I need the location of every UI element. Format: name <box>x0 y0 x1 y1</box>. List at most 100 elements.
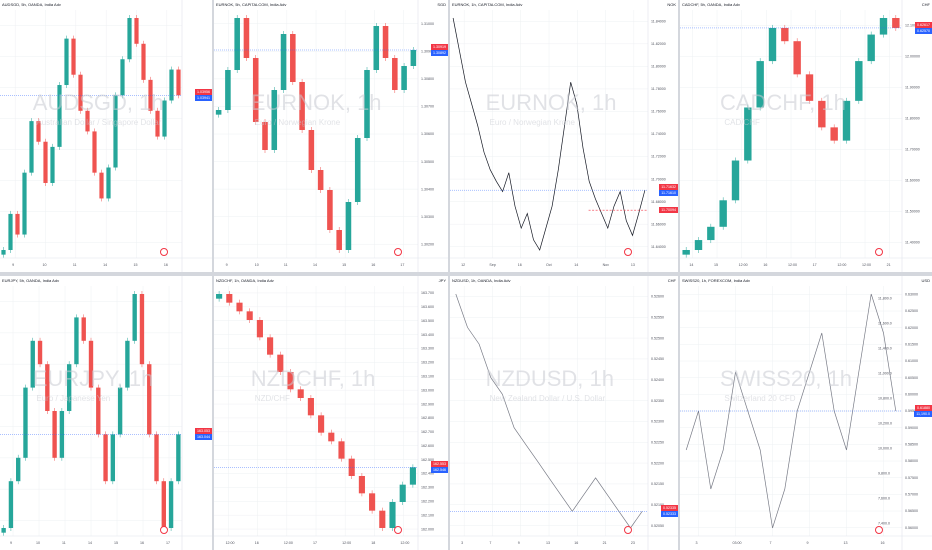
candle-body <box>805 74 814 101</box>
candle-body <box>855 61 863 101</box>
alert-icon[interactable] <box>160 526 169 534</box>
candle-body <box>168 481 174 528</box>
ask-price-tag: 0.62617 <box>915 21 932 28</box>
x-tick-label: 12:00 <box>342 541 351 545</box>
y-tick-label: 1.30600 <box>421 132 434 136</box>
candle-body <box>879 18 888 35</box>
candle-body <box>81 317 86 341</box>
chart-legend-title: EURNOK, 1h, CAPITALCOM, India Adv <box>452 2 523 7</box>
y-tick-label: 1.30900 <box>421 50 434 54</box>
alert-icon[interactable] <box>393 248 402 256</box>
candle-body <box>358 476 365 494</box>
x-tick-label: 16 <box>574 541 578 545</box>
y-tick-label: 0.58500 <box>905 443 918 447</box>
chart-legend-title: SWISS20, 1h, FOREXCOM, India Adv <box>682 278 751 283</box>
candle-body <box>246 311 253 320</box>
candle-body <box>236 302 243 312</box>
candle-body <box>364 70 370 138</box>
x-tick-label: 14 <box>574 263 578 267</box>
y-tick-label: 162.600 <box>421 444 434 448</box>
candle-body <box>731 160 740 201</box>
right-scale-label: 10,800.0 <box>878 397 892 401</box>
chart-panel-swiss20[interactable]: 0.63000 0.62500 0.62000 0.61500 0.61000 0.605… <box>680 276 932 550</box>
candle-body <box>348 458 355 476</box>
chart-legend-title: EURNOK, 5h, CAPITALCOM, India Adv <box>216 2 287 7</box>
candle-body <box>781 27 789 42</box>
candle-body <box>92 131 97 173</box>
ask-price-tag: 1.03956 <box>195 89 212 96</box>
candle-body <box>252 58 259 122</box>
y-tick-label: 163.200 <box>421 361 434 365</box>
x-tick-label: 17 <box>400 263 404 267</box>
y-tick-label: 0.52400 <box>651 378 664 382</box>
candle-body <box>399 484 406 502</box>
y-tick-label: 163.300 <box>421 347 434 351</box>
chart-legend-title: NZDUSD, 1h, OANDA, India Adv <box>452 278 511 283</box>
candle-body <box>328 432 335 442</box>
y-tick-label: 1.30500 <box>421 160 434 164</box>
alert-icon[interactable] <box>624 248 633 256</box>
x-tick-label: 12:00 <box>837 263 846 267</box>
y-tick-label: 0.59500 <box>905 409 918 413</box>
y-tick-label: 163.000 <box>421 388 434 392</box>
chart-panel-eurjpy[interactable]: 9 10 11 14 15 16 17 EURJPY, 1h Euro / Japanese Y… <box>0 276 212 550</box>
candle-body <box>317 170 324 190</box>
x-tick-label: 10 <box>43 263 47 267</box>
y-tick-label: 0.59000 <box>905 426 918 430</box>
x-tick-label: 14 <box>313 263 317 267</box>
alert-icon[interactable] <box>875 248 884 256</box>
alert-icon[interactable] <box>624 526 633 534</box>
candle-body <box>30 340 35 388</box>
candle-body <box>262 122 268 150</box>
y-tick-label: 0.62500 <box>905 309 918 313</box>
y-tick-label: 0.57500 <box>905 476 918 480</box>
candle-body <box>43 141 48 183</box>
candle-body <box>125 340 130 388</box>
alert-icon[interactable] <box>875 526 884 534</box>
candle-body <box>15 213 20 235</box>
x-tick-label: 17 <box>313 541 317 545</box>
candle-body <box>1 528 6 533</box>
y-tick-label: 1.30700 <box>421 105 434 109</box>
y-tick-label: 11.40000 <box>905 241 920 245</box>
candle-body <box>1 250 6 255</box>
x-tick-label: 15 <box>134 263 138 267</box>
y-tick-label: 0.52350 <box>651 399 664 403</box>
chart-panel-eurnok-candles[interactable]: 1.31000 1.30900 1.30800 1.30700 1.30600 1.305… <box>214 0 448 272</box>
chart-panel-nzdusd[interactable]: 0.52600 0.52550 0.52500 0.52450 0.52400 0.523… <box>450 276 678 550</box>
candle-body <box>410 50 417 66</box>
x-tick-label: 12:00 <box>788 263 797 267</box>
candle-body <box>307 398 314 416</box>
right-scale-label: 9,800.0 <box>878 472 890 476</box>
ask-price-tag: 11.71632 <box>659 184 678 191</box>
chart-panel-nzdchf[interactable]: 163.700 163.600 163.500 163.400 163.300 163.2… <box>214 276 448 550</box>
x-tick-label: Sep <box>489 263 495 267</box>
y-tick-label: 163.100 <box>421 374 434 378</box>
candle-body <box>392 58 398 90</box>
candle-body <box>162 100 167 137</box>
x-tick-label: Nov <box>603 263 610 267</box>
x-tick-label: 12:00 <box>284 541 293 545</box>
candle-body <box>117 387 123 435</box>
alert-icon[interactable] <box>393 526 402 534</box>
y-tick-label: 0.52550 <box>651 315 664 319</box>
candle-body <box>308 130 315 170</box>
bid-price-tag: 162.546 <box>431 467 448 474</box>
chart-panel-cadchf[interactable]: 12.10000 12.00000 11.90000 11.80000 11.70000… <box>680 0 932 272</box>
candle-body <box>892 18 900 28</box>
y-tick-label: 11.68000 <box>651 200 666 204</box>
chart-panel-eurnok-line[interactable]: 11.84000 11.82000 11.80000 11.78000 11.76000… <box>450 0 678 272</box>
y-tick-label: 11.78000 <box>651 87 666 91</box>
candle-body <box>401 66 407 90</box>
candle-body <box>99 172 104 199</box>
candle-body <box>103 434 108 482</box>
x-tick-label: 16 <box>255 541 259 545</box>
candle-body <box>389 502 396 528</box>
right-scale-label: 7,600.0 <box>878 497 890 501</box>
y-tick-label: 11.82000 <box>651 42 666 46</box>
candle-body <box>793 41 801 75</box>
candle-body <box>66 364 72 411</box>
alert-icon[interactable] <box>160 248 169 256</box>
chart-panel-audsgd[interactable]: 9 10 11 14 15 16 AUDSGD, 1h Australian Dollar /… <box>0 0 212 272</box>
y-tick-label: 11.84000 <box>651 19 666 23</box>
